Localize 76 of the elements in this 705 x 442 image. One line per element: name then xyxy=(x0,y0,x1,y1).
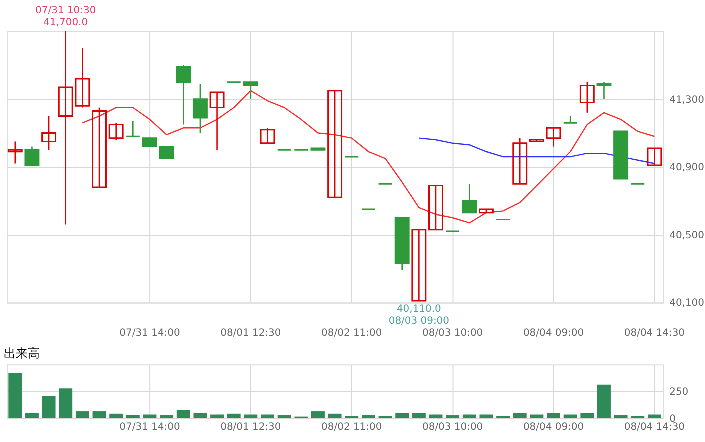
bar xyxy=(59,388,73,418)
y-tick-label: 40,100 xyxy=(670,298,704,310)
x-tick-label: 08/03 10:00 xyxy=(422,328,484,340)
bar xyxy=(126,416,140,418)
bar xyxy=(446,416,460,418)
bar xyxy=(311,412,325,418)
bar xyxy=(614,416,628,418)
candlestick xyxy=(546,127,562,148)
candlestick xyxy=(159,146,174,160)
bar xyxy=(598,384,611,418)
candlestick xyxy=(647,148,662,166)
line-series xyxy=(418,138,656,164)
candlestick xyxy=(108,122,124,141)
candlestick xyxy=(126,120,141,138)
x-tick-label: 08/01 12:30 xyxy=(220,422,282,433)
bar xyxy=(396,413,410,418)
bar xyxy=(429,414,443,418)
bar xyxy=(362,416,376,418)
x-tick-label: 08/04 14:30 xyxy=(624,328,686,340)
bar xyxy=(244,414,258,418)
bar xyxy=(92,412,106,418)
candlestick xyxy=(24,146,40,166)
bar xyxy=(412,413,426,418)
x-tick-label: 08/02 11:00 xyxy=(322,328,382,340)
y-tick-label: 250 xyxy=(670,386,689,398)
bar xyxy=(580,413,594,418)
candlestick xyxy=(42,116,57,151)
candlestick xyxy=(512,138,528,185)
x-tick-label: 08/04 09:00 xyxy=(523,328,584,340)
bar xyxy=(42,396,56,418)
candlestick xyxy=(192,83,208,134)
candlestick xyxy=(243,82,258,100)
bar xyxy=(160,416,174,418)
y-tick-label: 41,300 xyxy=(670,94,704,106)
bar xyxy=(210,414,224,418)
candlestick xyxy=(328,90,343,198)
x-tick-label: 08/03 10:00 xyxy=(422,422,484,433)
candlestick xyxy=(412,229,427,302)
bar xyxy=(564,414,578,418)
candlestick xyxy=(176,64,192,126)
candlestick xyxy=(92,107,107,188)
candlestick xyxy=(260,128,276,144)
candlestick xyxy=(428,185,444,231)
x-tick-label: 08/01 12:30 xyxy=(220,328,282,340)
candlestick xyxy=(596,82,612,100)
line-series xyxy=(82,90,656,224)
chart-title: 出来高 xyxy=(4,346,40,361)
bar xyxy=(8,374,22,418)
bar xyxy=(530,414,544,418)
y-tick-label: 40,900 xyxy=(670,162,704,174)
x-tick-label: 07/31 14:00 xyxy=(120,328,180,340)
annotation: 07/31 10:30 41,700.0 xyxy=(36,6,96,29)
bar xyxy=(143,414,157,418)
bar xyxy=(76,412,90,418)
x-tick-label: 07/31 14:00 xyxy=(120,422,180,433)
x-tick-label: 08/04 09:00 xyxy=(523,422,584,433)
bar xyxy=(462,414,476,418)
bar xyxy=(513,413,527,418)
candlestick xyxy=(462,183,478,214)
bar xyxy=(261,414,274,418)
bar xyxy=(25,413,39,418)
candlestick xyxy=(580,82,595,114)
bar xyxy=(278,416,292,418)
y-tick-label: 40,500 xyxy=(670,230,704,242)
x-tick-label: 08/02 11:00 xyxy=(322,422,382,433)
bar xyxy=(227,414,241,418)
bar xyxy=(480,414,494,418)
bar xyxy=(648,414,662,418)
bar xyxy=(328,414,342,418)
bar xyxy=(194,413,208,418)
bar xyxy=(176,410,190,418)
candlestick xyxy=(210,92,225,151)
bar xyxy=(547,413,560,418)
candlestick xyxy=(8,141,23,164)
bar xyxy=(110,414,124,418)
annotation: 40,110.0 08/03 09:00 xyxy=(388,304,450,327)
